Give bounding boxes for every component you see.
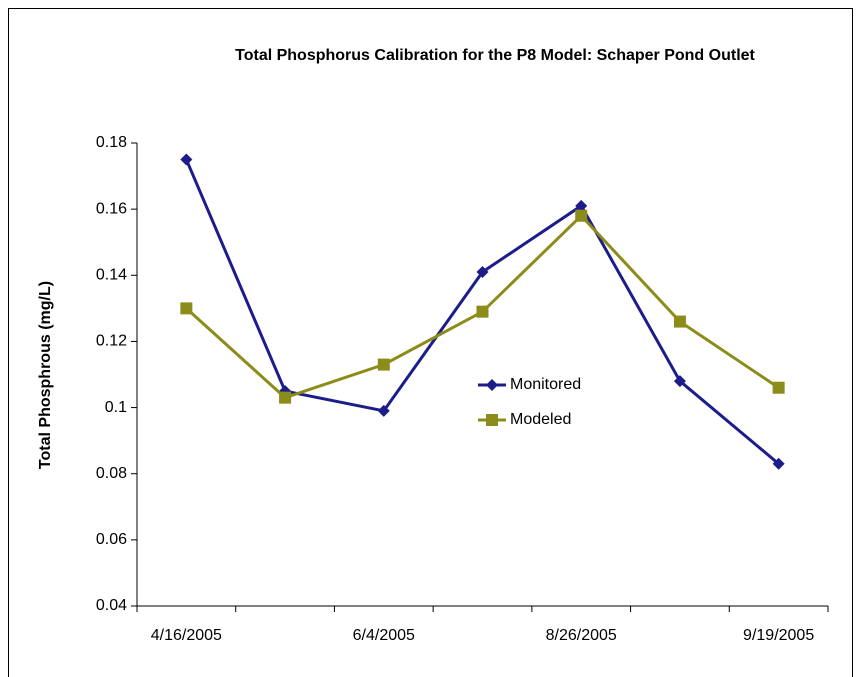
x-tick-label: 8/26/2005 — [546, 627, 617, 644]
data-point — [575, 209, 588, 222]
y-tick-label: 0.18 — [96, 134, 127, 151]
y-axis-label: Total Phosphrous (mg/L) — [37, 281, 54, 469]
data-point — [377, 358, 390, 371]
y-tick-label: 0.08 — [96, 465, 127, 482]
legend-marker — [486, 414, 498, 426]
data-point — [279, 391, 292, 404]
x-tick-label: 6/4/2005 — [353, 627, 415, 644]
data-point — [673, 375, 686, 388]
y-tick-label: 0.16 — [96, 200, 127, 217]
data-point — [673, 315, 686, 328]
legend-marker — [486, 379, 498, 391]
data-point — [772, 457, 785, 470]
legend-label: Modeled — [510, 411, 571, 428]
legend-label: Monitored — [510, 376, 581, 393]
data-point — [476, 265, 489, 278]
data-point — [575, 199, 588, 212]
chart-border — [8, 8, 853, 677]
data-point — [476, 305, 489, 318]
y-tick-label: 0.06 — [96, 531, 127, 548]
y-tick-label: 0.04 — [96, 597, 127, 614]
data-point — [377, 404, 390, 417]
x-tick-label: 4/16/2005 — [151, 627, 222, 644]
data-point — [180, 153, 193, 166]
y-tick-label: 0.12 — [96, 333, 127, 350]
data-point — [772, 381, 785, 394]
y-tick-label: 0.14 — [96, 267, 127, 284]
chart-title: Total Phosphorus Calibration for the P8 … — [235, 47, 755, 64]
x-tick-label: 9/19/2005 — [743, 627, 814, 644]
data-point — [180, 302, 193, 315]
y-tick-label: 0.1 — [105, 399, 127, 416]
